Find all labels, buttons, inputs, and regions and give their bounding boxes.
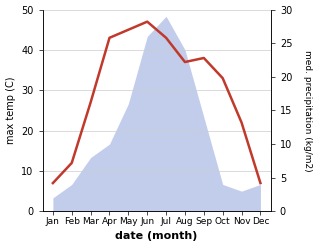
Y-axis label: med. precipitation (kg/m2): med. precipitation (kg/m2) xyxy=(303,50,313,171)
X-axis label: date (month): date (month) xyxy=(115,231,198,242)
Y-axis label: max temp (C): max temp (C) xyxy=(5,77,16,144)
